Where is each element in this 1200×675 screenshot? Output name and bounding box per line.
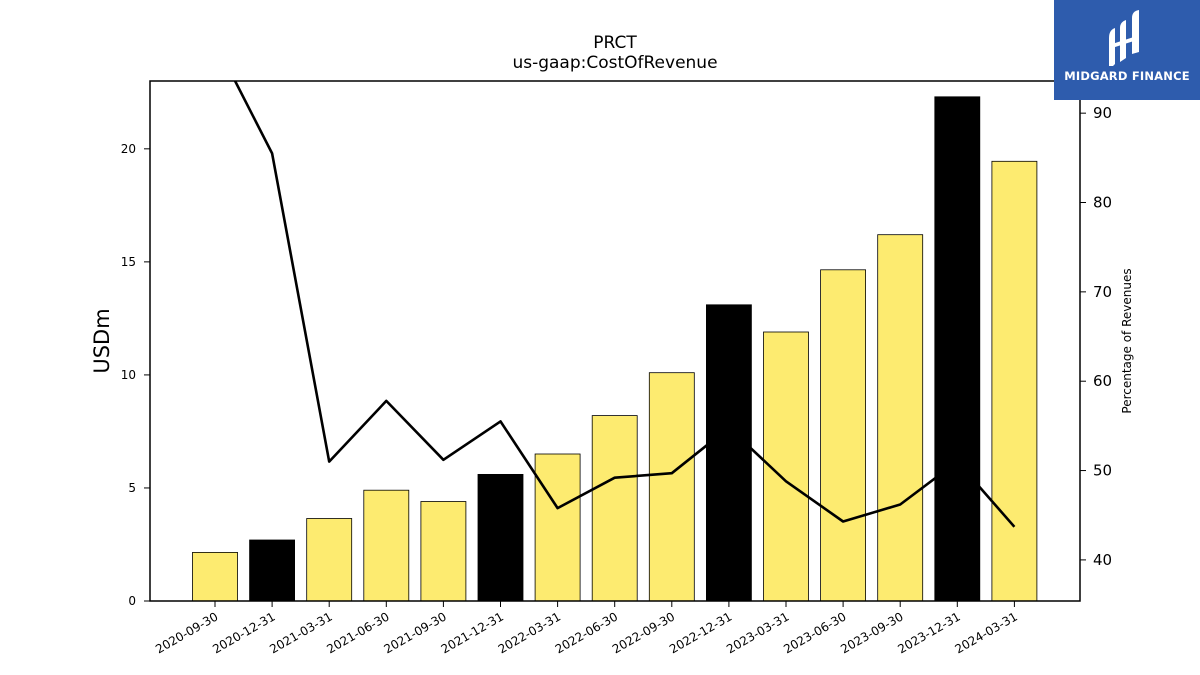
y-axis-label: USDm bbox=[90, 308, 114, 373]
percentage-line bbox=[233, 81, 1016, 528]
bar bbox=[477, 473, 524, 602]
y-right-tick-label: 70 bbox=[1093, 283, 1112, 301]
bar-series bbox=[192, 96, 1038, 602]
x-tick-label: 2023-06-30 bbox=[781, 609, 848, 656]
x-tick-label: 2024-03-31 bbox=[952, 609, 1019, 656]
x-tick-label: 2023-12-31 bbox=[895, 609, 962, 656]
bar bbox=[591, 415, 638, 602]
y-tick-label: 10 bbox=[121, 368, 136, 382]
bar bbox=[877, 234, 924, 602]
x-tick-label: 2021-12-31 bbox=[439, 609, 506, 656]
logo-text: MIDGARD FINANCE bbox=[1064, 69, 1190, 83]
bar bbox=[363, 489, 410, 602]
bar bbox=[991, 160, 1038, 602]
y-axis-left: 0 5 10 15 20 bbox=[121, 142, 150, 608]
line-series bbox=[233, 81, 1016, 528]
y-tick-label: 0 bbox=[128, 594, 136, 608]
chart-subtitle: us-gaap:CostOfRevenue bbox=[512, 53, 717, 73]
y-right-tick-label: 50 bbox=[1093, 462, 1112, 480]
x-axis: 2020-09-302020-12-312021-03-312021-06-30… bbox=[153, 601, 1020, 656]
y-right-tick-label: 40 bbox=[1093, 551, 1112, 569]
midgard-finance-logo: MIDGARD FINANCE bbox=[1054, 0, 1200, 100]
midgard-logo-icon bbox=[1109, 10, 1139, 66]
y-axis-right-label: Percentage of Revenues bbox=[1120, 268, 1134, 413]
bar bbox=[820, 269, 866, 602]
y-right-tick-label: 80 bbox=[1093, 194, 1112, 212]
bar bbox=[192, 552, 238, 602]
y-right-tick-label: 60 bbox=[1093, 372, 1112, 390]
bar bbox=[249, 539, 296, 602]
bar bbox=[306, 518, 353, 602]
y-tick-label: 20 bbox=[121, 142, 136, 156]
bar bbox=[934, 96, 981, 602]
x-tick-label: 2020-12-31 bbox=[210, 609, 277, 656]
x-tick-label: 2022-12-31 bbox=[667, 609, 734, 656]
x-tick-label: 2021-03-31 bbox=[267, 609, 334, 656]
chart-title: PRCT bbox=[593, 33, 637, 53]
y-right-tick-label: 90 bbox=[1093, 104, 1112, 122]
x-tick-label: 2020-09-30 bbox=[153, 609, 220, 656]
x-tick-label: 2023-09-30 bbox=[838, 609, 905, 656]
y-tick-label: 5 bbox=[128, 481, 136, 495]
y-axis-right: 40 50 60 70 80 90 bbox=[1080, 104, 1112, 569]
x-tick-label: 2023-03-31 bbox=[724, 609, 791, 656]
y-tick-label: 15 bbox=[121, 255, 136, 269]
x-tick-label: 2022-03-31 bbox=[496, 609, 563, 656]
x-tick-label: 2021-06-30 bbox=[324, 609, 391, 656]
bar bbox=[706, 304, 752, 602]
x-tick-label: 2021-09-30 bbox=[381, 609, 448, 656]
bar bbox=[648, 372, 695, 602]
bar bbox=[534, 453, 581, 602]
x-tick-label: 2022-09-30 bbox=[610, 609, 677, 656]
bar bbox=[420, 501, 467, 602]
x-tick-label: 2022-06-30 bbox=[553, 609, 620, 656]
